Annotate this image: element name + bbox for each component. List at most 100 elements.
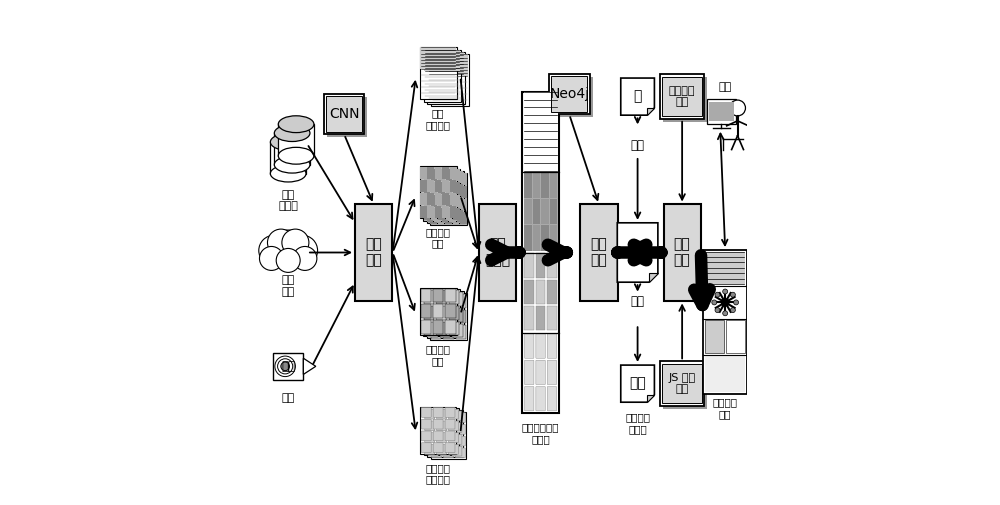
FancyBboxPatch shape (455, 436, 465, 446)
FancyBboxPatch shape (421, 408, 431, 417)
Bar (424, 195, 430, 207)
FancyBboxPatch shape (449, 444, 458, 454)
Ellipse shape (270, 134, 306, 150)
Bar (449, 210, 456, 222)
FancyBboxPatch shape (425, 409, 435, 419)
FancyBboxPatch shape (444, 436, 453, 446)
FancyBboxPatch shape (449, 421, 458, 431)
Bar (420, 288, 457, 335)
FancyBboxPatch shape (432, 425, 442, 434)
Bar (524, 225, 532, 250)
Bar (445, 289, 456, 302)
FancyBboxPatch shape (547, 334, 557, 358)
Bar (327, 96, 367, 137)
Text: 词: 词 (633, 89, 642, 104)
Text: 知识图谱
网页: 知识图谱 网页 (713, 397, 738, 419)
Text: 归一化并匹配
的数据: 归一化并匹配 的数据 (522, 422, 559, 444)
Bar (438, 182, 445, 194)
Bar (427, 410, 463, 457)
Ellipse shape (278, 147, 314, 164)
Bar (433, 305, 443, 318)
Bar (445, 305, 456, 318)
Bar (443, 325, 454, 339)
Bar (457, 184, 463, 196)
Bar (434, 197, 441, 209)
FancyBboxPatch shape (445, 419, 455, 429)
Bar (536, 254, 545, 278)
Bar (456, 325, 466, 339)
Circle shape (281, 362, 289, 371)
Bar (324, 93, 364, 134)
Bar (453, 208, 460, 220)
Bar (660, 74, 704, 119)
Bar (549, 74, 590, 115)
Bar (326, 96, 362, 132)
Bar (457, 210, 463, 222)
FancyBboxPatch shape (449, 433, 458, 442)
Bar (438, 173, 444, 185)
Bar (705, 251, 745, 284)
Bar (707, 99, 736, 124)
Polygon shape (621, 78, 654, 115)
FancyBboxPatch shape (524, 360, 534, 384)
Bar (423, 169, 460, 221)
Bar (550, 225, 557, 250)
Bar (547, 306, 557, 330)
Bar (431, 294, 441, 308)
FancyBboxPatch shape (428, 411, 438, 421)
FancyBboxPatch shape (428, 434, 438, 444)
Bar (479, 204, 516, 301)
Bar (431, 55, 469, 107)
Bar (450, 206, 456, 218)
FancyBboxPatch shape (433, 431, 443, 441)
Circle shape (730, 292, 735, 297)
Text: 图谱
展示: 图谱 展示 (674, 237, 690, 268)
Bar (442, 197, 448, 209)
Bar (421, 320, 431, 334)
Bar (424, 408, 459, 456)
Polygon shape (649, 273, 658, 282)
Bar (449, 322, 459, 335)
FancyBboxPatch shape (440, 446, 450, 456)
Text: 现有
知识库: 现有 知识库 (278, 190, 298, 211)
FancyBboxPatch shape (547, 360, 557, 384)
Polygon shape (647, 108, 654, 115)
FancyBboxPatch shape (445, 408, 455, 417)
Circle shape (721, 298, 730, 307)
Text: 知识图谱
三元组: 知识图谱 三元组 (625, 413, 650, 434)
Polygon shape (303, 358, 316, 374)
Text: 关系: 关系 (631, 294, 645, 308)
FancyBboxPatch shape (452, 411, 462, 421)
Bar (424, 290, 434, 304)
Ellipse shape (274, 156, 310, 173)
Bar (453, 182, 460, 194)
Bar (449, 290, 459, 304)
Bar (433, 289, 443, 302)
Bar (431, 195, 437, 207)
Bar (427, 52, 465, 104)
Bar (421, 305, 431, 318)
Bar (524, 173, 532, 198)
Bar (452, 292, 463, 306)
FancyBboxPatch shape (452, 423, 462, 432)
Bar (452, 324, 463, 337)
FancyBboxPatch shape (444, 413, 453, 423)
FancyBboxPatch shape (440, 411, 450, 421)
Bar (524, 280, 534, 304)
FancyBboxPatch shape (452, 434, 462, 444)
Bar (430, 199, 437, 211)
Bar (431, 182, 437, 194)
FancyBboxPatch shape (444, 448, 453, 458)
Bar (424, 306, 434, 320)
Bar (438, 186, 444, 198)
Bar (427, 184, 433, 196)
Bar (430, 186, 437, 198)
Polygon shape (647, 395, 654, 402)
FancyBboxPatch shape (455, 425, 465, 434)
Circle shape (276, 248, 300, 272)
Bar (660, 362, 704, 406)
Bar (533, 173, 540, 198)
Bar (449, 184, 456, 196)
Bar (453, 173, 459, 185)
Bar (445, 320, 456, 334)
